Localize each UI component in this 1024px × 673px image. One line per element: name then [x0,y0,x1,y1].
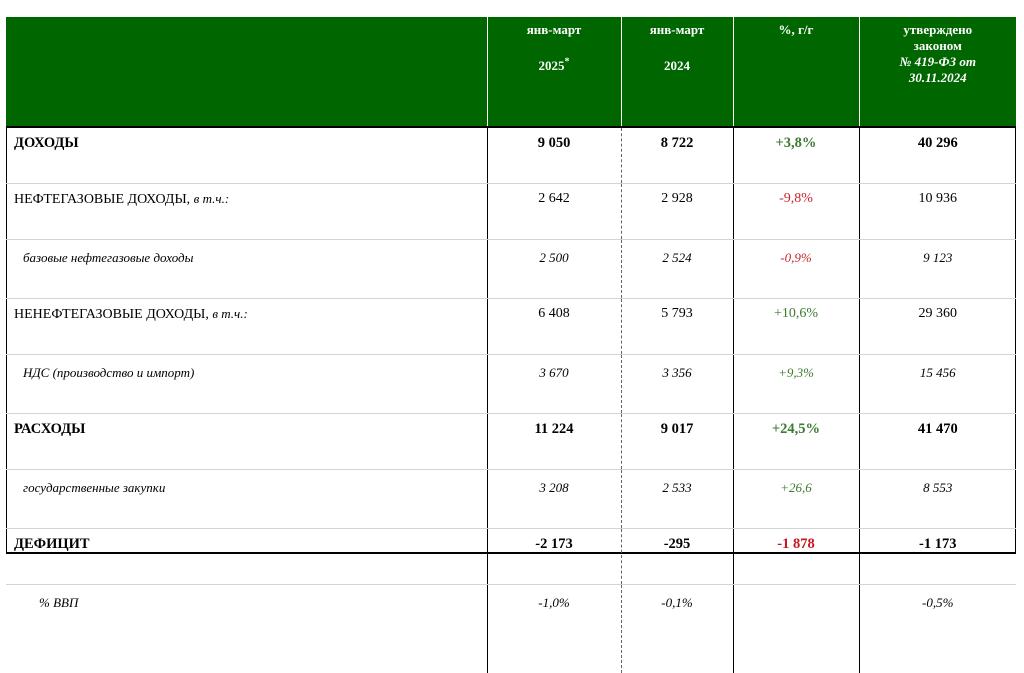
value-approved: 40 296 [859,127,1016,184]
value-2025: 3 670 [487,355,621,414]
value-2024: 2 533 [621,470,733,529]
row-label: % ВВП [6,585,487,673]
value-2024: 3 356 [621,355,733,414]
value-change [733,585,859,673]
row-label: НЕФТЕГАЗОВЫЕ ДОХОДЫ, [14,192,190,207]
row-label-cell: НЕНЕФТЕГАЗОВЫЕ ДОХОДЫ, в т.ч.: [6,299,487,355]
value-change: +24,5% [733,414,859,470]
header-approved: утверждено законом № 419-ФЗ от 30.11.202… [859,17,1016,127]
value-change: +10,6% [733,299,859,355]
header-label-cell [6,17,487,127]
value-approved: 8 553 [859,470,1016,529]
value-change: -0,9% [733,240,859,299]
value-change: -1 878 [733,529,859,585]
row-label-cell: НЕФТЕГАЗОВЫЕ ДОХОДЫ, в т.ч.: [6,184,487,240]
value-2024: 8 722 [621,127,733,184]
row-note: в т.ч.: [212,306,247,321]
row-label: НЕНЕФТЕГАЗОВЫЕ ДОХОДЫ, [14,307,209,322]
table-row: НДС (производство и импорт) 3 670 3 356 … [6,355,1016,414]
header-2024: янв-март 2024 [621,17,733,127]
header-approved-line1: утверждено [864,22,1013,38]
value-change: -9,8% [733,184,859,240]
row-label: НДС (производство и импорт) [6,355,487,414]
footnote-mark: * [565,57,570,68]
table-row: % ВВП -1,0% -0,1% -0,5% [6,585,1016,673]
value-change: +26,6 [733,470,859,529]
value-approved: 29 360 [859,299,1016,355]
value-change: +3,8% [733,127,859,184]
table-row: НЕФТЕГАЗОВЫЕ ДОХОДЫ, в т.ч.: 2 642 2 928… [6,184,1016,240]
row-label: базовые нефтегазовые доходы [6,240,487,299]
value-approved: -0,5% [859,585,1016,673]
table-row: ДОХОДЫ 9 050 8 722 +3,8% 40 296 [6,127,1016,184]
value-2025: 11 224 [487,414,621,470]
header-2025-year: 2025 [539,58,565,73]
value-approved: 41 470 [859,414,1016,470]
value-approved: 15 456 [859,355,1016,414]
value-2024: 2 928 [621,184,733,240]
value-approved: -1 173 [859,529,1016,585]
value-2025: 2 500 [487,240,621,299]
table-header: янв-март 2025* янв-март 2024 %, г/г утве… [6,17,1016,127]
row-note: в т.ч.: [194,191,229,206]
value-2024: -0,1% [621,585,733,673]
row-label: ДОХОДЫ [6,127,487,184]
value-approved: 10 936 [859,184,1016,240]
value-2024: 2 524 [621,240,733,299]
row-label: ДЕФИЦИТ [6,529,487,585]
value-approved: 9 123 [859,240,1016,299]
header-approved-line3: № 419-ФЗ от [864,54,1013,70]
header-approved-line2: законом [864,38,1013,54]
value-2025: 3 208 [487,470,621,529]
row-label: государственные закупки [6,470,487,529]
value-2025: -2 173 [487,529,621,585]
value-2024: 9 017 [621,414,733,470]
value-2025: 6 408 [487,299,621,355]
header-approved-line4: 30.11.2024 [864,70,1013,86]
table-row: НЕНЕФТЕГАЗОВЫЕ ДОХОДЫ, в т.ч.: 6 408 5 7… [6,299,1016,355]
table-row: государственные закупки 3 208 2 533 +26,… [6,470,1016,529]
value-2024: 5 793 [621,299,733,355]
value-2025: 9 050 [487,127,621,184]
value-2025: -1,0% [487,585,621,673]
budget-table: янв-март 2025* янв-март 2024 %, г/г утве… [6,17,1016,673]
header-2024-year: 2024 [626,58,729,74]
header-2025: янв-март 2025* [487,17,621,127]
table-row: базовые нефтегазовые доходы 2 500 2 524 … [6,240,1016,299]
table-row: РАСХОДЫ 11 224 9 017 +24,5% 41 470 [6,414,1016,470]
header-change-label: %, г/г [738,22,855,38]
header-change: %, г/г [733,17,859,127]
table-body: ДОХОДЫ 9 050 8 722 +3,8% 40 296 НЕФТЕГАЗ… [6,127,1016,673]
header-2025-period: янв-март [492,22,617,38]
value-2024: -295 [621,529,733,585]
value-2025: 2 642 [487,184,621,240]
header-2024-period: янв-март [626,22,729,38]
row-label: РАСХОДЫ [6,414,487,470]
table-row: ДЕФИЦИТ -2 173 -295 -1 878 -1 173 [6,529,1016,585]
value-change: +9,3% [733,355,859,414]
